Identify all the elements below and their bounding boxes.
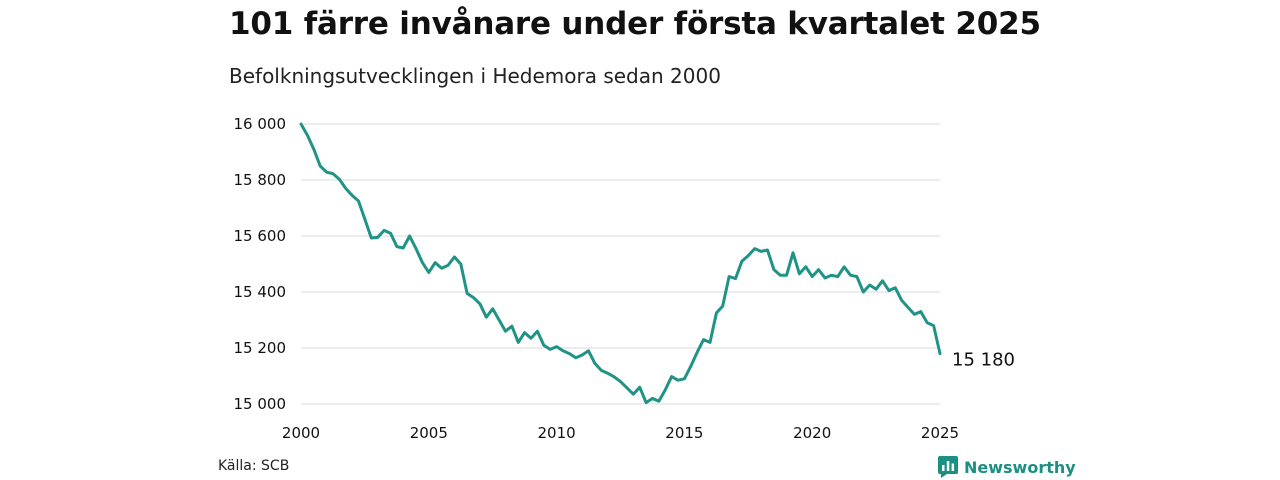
series-layer xyxy=(299,122,942,405)
y-tick-label: 15 600 xyxy=(234,227,287,245)
x-tick-label: 2025 xyxy=(921,424,959,442)
source-note: Källa: SCB xyxy=(218,458,290,474)
gridlines xyxy=(301,123,940,405)
y-tick-label: 15 400 xyxy=(234,283,287,301)
series-line xyxy=(299,122,942,405)
x-axis-ticks: 2000 2005 2010 2015 2020 2025 xyxy=(282,424,959,442)
y-axis-ticks: 15 000 15 200 15 400 15 600 15 800 16 000 xyxy=(234,115,287,413)
y-tick-label: 16 000 xyxy=(234,115,287,133)
y-tick-label: 15 200 xyxy=(234,339,287,357)
x-tick-label: 2015 xyxy=(665,424,703,442)
x-tick-label: 2010 xyxy=(538,424,576,442)
x-tick-label: 2000 xyxy=(282,424,320,442)
x-tick-label: 2005 xyxy=(410,424,448,442)
chart-logo-icon xyxy=(938,456,958,478)
x-tick-label: 2020 xyxy=(793,424,831,442)
page-title: 101 färre invånare under första kvartale… xyxy=(229,6,1041,42)
end-value-label: 15 180 xyxy=(952,350,1015,371)
page-subtitle: Befolkningsutvecklingen i Hedemora sedan… xyxy=(229,64,721,88)
brand-name: Newsworthy xyxy=(964,457,1076,477)
y-tick-label: 15 800 xyxy=(234,171,287,189)
brand-logo: Newsworthy xyxy=(938,456,1076,478)
y-tick-label: 15 000 xyxy=(234,395,287,413)
